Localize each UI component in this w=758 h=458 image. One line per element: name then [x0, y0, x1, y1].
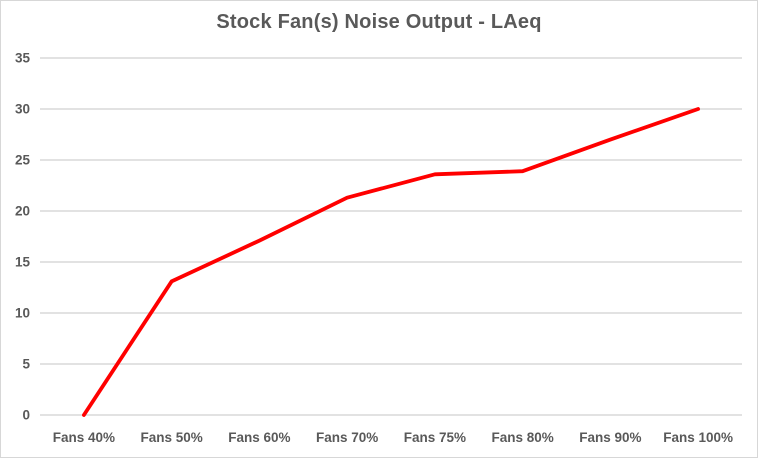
- y-axis-tick-label: 10: [15, 306, 30, 321]
- x-axis-tick-label: Fans 90%: [579, 430, 641, 445]
- x-axis-tick-label: Fans 80%: [491, 430, 553, 445]
- x-axis-tick-label: Fans 50%: [140, 430, 202, 445]
- y-axis-tick-label: 25: [15, 153, 31, 168]
- y-axis-tick-label: 20: [15, 204, 30, 219]
- x-axis-tick-label: Fans 60%: [228, 430, 290, 445]
- x-axis-tick-label: Fans 100%: [663, 430, 733, 445]
- data-series-line: [82, 107, 700, 417]
- y-axis-tick-label: 30: [15, 102, 30, 117]
- y-axis-tick-label: 0: [22, 408, 30, 423]
- x-axis-tick-label: Fans 40%: [53, 430, 115, 445]
- y-axis-tick-label: 15: [15, 255, 31, 270]
- y-axis-tick-label: 35: [15, 51, 31, 66]
- chart-title: Stock Fan(s) Noise Output - LAeq: [216, 11, 542, 33]
- y-axis-tick-label: 5: [22, 357, 30, 372]
- x-axis-tick-label: Fans 75%: [404, 430, 466, 445]
- x-axis-tick-label: Fans 70%: [316, 430, 378, 445]
